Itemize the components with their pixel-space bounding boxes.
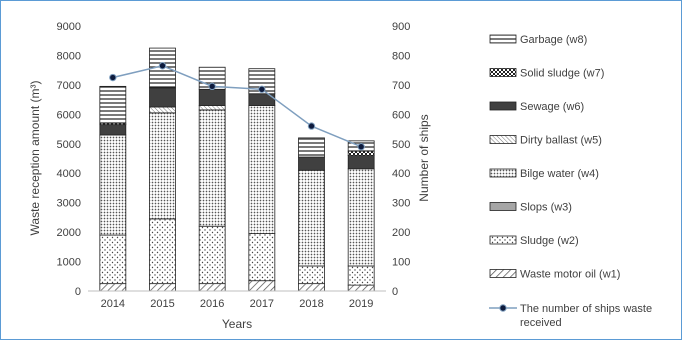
legend-swatch-w7 [489,68,517,77]
bar-segment-w2 [198,225,226,285]
legend: Garbage (w8) Solid sludge (w7) Sewage (w6)… [489,34,652,329]
y-tick-label: 7000 [57,80,81,92]
y2-tick-label: 100 [392,257,410,269]
y-tick-label: 2000 [57,227,81,239]
x-tick-label: 2019 [349,298,373,310]
y-tick-label: 4000 [57,168,81,180]
bar-segment-w1 [347,284,375,292]
legend-swatch-w5 [489,135,517,144]
legend-label-line-2: received [520,317,562,329]
legend-swatch-w3 [489,202,517,211]
bar-segment-w6 [347,155,375,170]
legend-label-w6: Sewage (w6) [520,101,584,113]
bar-segment-w8 [298,137,325,158]
x-tick-label: 2017 [250,298,274,310]
chart: Waste reception amount (m³) Number of sh… [28,21,652,331]
legend-label-w4: Bilge water (w4) [520,168,599,180]
legend-swatch-w1 [489,269,517,278]
legend-swatch-w2 [489,235,517,245]
bar-segment-w2 [347,265,375,286]
y2-tick-label: 600 [392,109,410,121]
legend-swatch-w4 [489,168,517,178]
y2-axis-title: Number of ships [417,114,431,201]
axes-layer: 0 1000 2000 3000 4000 5000 6000 7000 8000 9000 0 10… [57,21,411,310]
legend-label-w5: Dirty ballast (w5) [520,135,602,147]
bar-segment-w7 [347,150,375,156]
bar-segment-w1 [198,283,226,292]
y2-tick-label: 400 [392,168,410,180]
y2-tick-label: 300 [392,198,410,210]
y2-tick-label: 800 [392,50,410,62]
bar-segment-w4 [149,112,176,220]
y-tick-label: 1000 [57,257,81,269]
bar-segment-w6 [99,124,127,136]
bar-segment-w4 [99,134,127,236]
y2-tick-label: 200 [392,227,410,239]
legend-label-w2: Sludge (w2) [520,235,579,247]
y-tick-label: 9000 [57,21,81,33]
bars-layer [99,47,375,292]
bar-segment-w4 [298,169,325,267]
y-tick-label: 5000 [57,139,81,151]
bar-segment-w5 [149,106,176,114]
legend-label-w7: Solid sludge (w7) [520,68,604,80]
bar-segment-w4 [198,109,226,227]
x-tick-label: 2018 [299,298,323,310]
x-tick-label: 2015 [150,298,174,310]
bar-segment-w6 [149,87,176,108]
line-layer [109,62,365,151]
legend-swatch-w8 [489,34,517,44]
bar-segment-w2 [99,234,127,285]
bar-segment-w8 [99,85,127,124]
y2-tick-label: 700 [392,80,410,92]
bar-segment-w2 [248,233,276,282]
y-tick-label: 6000 [57,109,81,121]
legend-label-line-1: The number of ships waste [520,303,652,315]
ships-line [112,64,362,148]
x-tick-label: 2014 [101,298,125,310]
bar-segment-w1 [99,283,127,292]
ships-point [357,143,365,151]
y2-tick-label: 500 [392,139,410,151]
legend-swatch-point [499,304,507,312]
y2-tick-label: 900 [392,21,410,33]
y2-tick-label: 0 [392,286,398,298]
legend-label-w8: Garbage (w8) [520,34,587,46]
ships-point [208,82,216,91]
ships-point [258,85,266,94]
x-axis-title: Years [222,317,252,331]
ships-point [307,122,316,130]
x-tick-label: 2016 [200,298,224,310]
bar-segment-w6 [198,88,226,106]
y-tick-label: 0 [75,286,81,298]
bar-segment-w1 [149,283,176,292]
bar-segment-w2 [298,265,325,285]
bar-segment-w1 [298,283,325,292]
bar-segment-w2 [149,218,176,285]
legend-label-w3: Slops (w3) [520,202,572,214]
bar-segment-w5 [198,105,226,111]
ships-point [158,62,167,70]
y-axis-title: Waste reception amount (m³) [28,81,42,236]
bar-segment-w1 [248,280,276,292]
legend-label-w1: Waste motor oil (w1) [520,269,620,281]
legend-swatch-w6 [489,101,517,111]
bar-segment-w6 [298,156,325,171]
ships-point [109,73,117,82]
y-tick-label: 8000 [57,50,81,62]
y-tick-label: 3000 [57,198,81,210]
legend-label-line: The number of ships waste received [520,303,652,329]
bar-segment-w4 [347,168,375,267]
bar-segment-w4 [248,105,276,234]
